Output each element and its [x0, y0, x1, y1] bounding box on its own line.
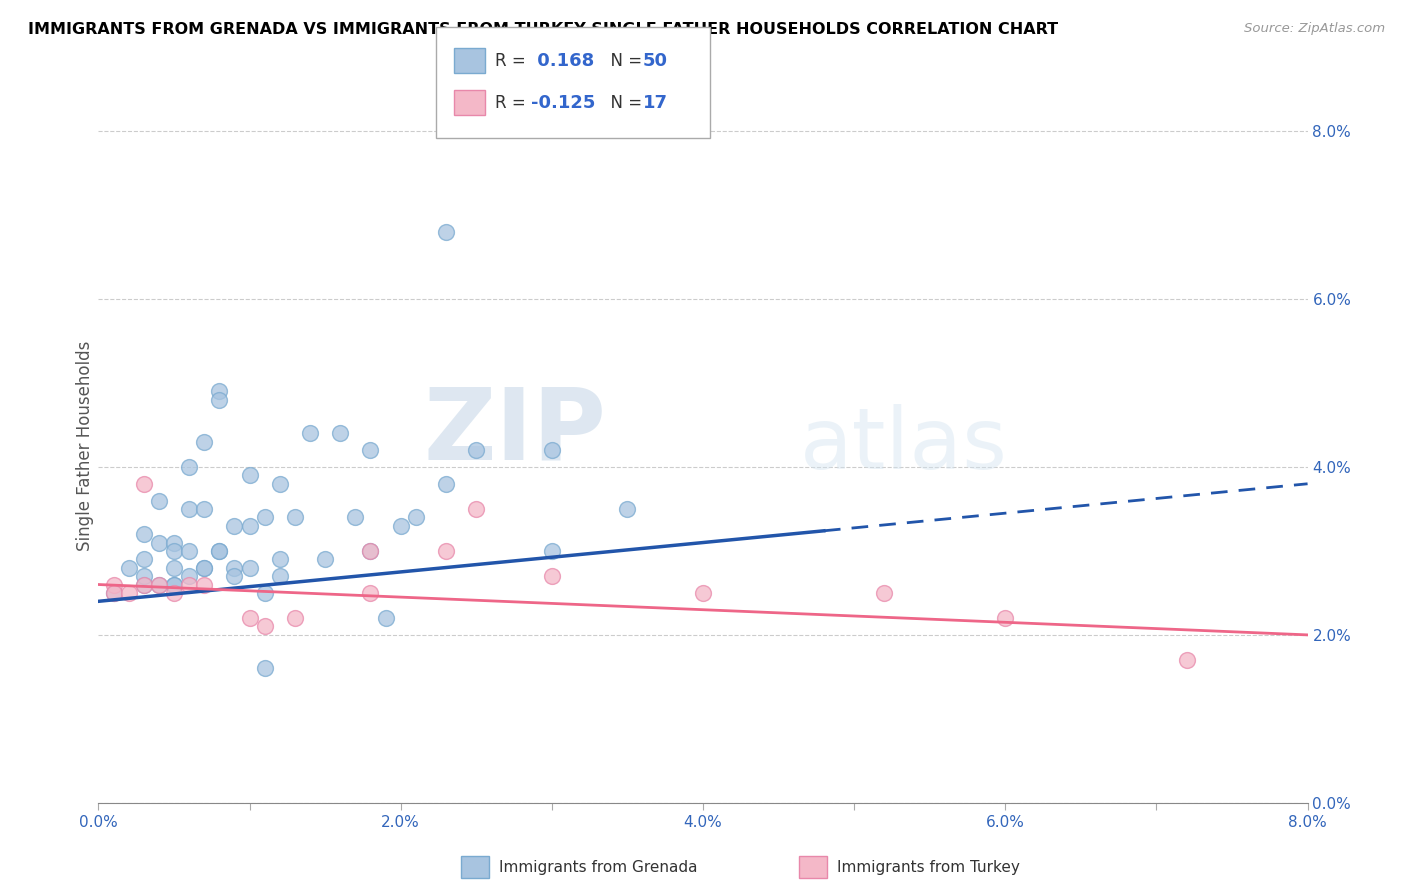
- Point: [239, 468, 262, 483]
- Point: [163, 535, 186, 549]
- Point: [314, 552, 336, 566]
- Point: [193, 560, 215, 574]
- Point: [148, 577, 170, 591]
- Point: [434, 544, 457, 558]
- Point: [465, 502, 488, 516]
- Point: [193, 577, 215, 591]
- Point: [269, 552, 291, 566]
- Point: [132, 577, 155, 591]
- Text: Source: ZipAtlas.com: Source: ZipAtlas.com: [1244, 22, 1385, 36]
- Point: [118, 586, 141, 600]
- Point: [193, 434, 215, 449]
- Text: -0.125: -0.125: [531, 94, 596, 112]
- Point: [994, 611, 1017, 625]
- Text: IMMIGRANTS FROM GRENADA VS IMMIGRANTS FROM TURKEY SINGLE FATHER HOUSEHOLDS CORRE: IMMIGRANTS FROM GRENADA VS IMMIGRANTS FR…: [28, 22, 1059, 37]
- Point: [148, 577, 170, 591]
- Point: [163, 577, 186, 591]
- Y-axis label: Single Father Households: Single Father Households: [76, 341, 94, 551]
- Text: 17: 17: [643, 94, 668, 112]
- Point: [163, 544, 186, 558]
- Text: Immigrants from Grenada: Immigrants from Grenada: [499, 860, 697, 874]
- Point: [132, 569, 155, 583]
- Point: [540, 569, 562, 583]
- Point: [253, 586, 276, 600]
- Point: [132, 552, 155, 566]
- Point: [132, 577, 155, 591]
- Point: [208, 544, 231, 558]
- Point: [465, 443, 488, 458]
- Point: [118, 560, 141, 574]
- Point: [284, 611, 307, 625]
- Point: [148, 535, 170, 549]
- Point: [616, 502, 638, 516]
- Point: [208, 384, 231, 399]
- Point: [163, 560, 186, 574]
- Point: [269, 569, 291, 583]
- Point: [540, 443, 562, 458]
- Point: [148, 493, 170, 508]
- Point: [208, 544, 231, 558]
- Point: [284, 510, 307, 524]
- Point: [374, 611, 396, 625]
- Point: [405, 510, 427, 524]
- Point: [360, 544, 382, 558]
- Point: [239, 518, 262, 533]
- Point: [239, 560, 262, 574]
- Text: 50: 50: [643, 52, 668, 70]
- Point: [692, 586, 714, 600]
- Point: [132, 476, 155, 491]
- Point: [179, 502, 201, 516]
- Point: [253, 510, 276, 524]
- Point: [193, 502, 215, 516]
- Point: [873, 586, 896, 600]
- Point: [253, 619, 276, 633]
- Text: R =: R =: [495, 94, 531, 112]
- Point: [239, 611, 262, 625]
- Text: ZIP: ZIP: [423, 384, 606, 480]
- Text: N =: N =: [600, 52, 648, 70]
- Point: [344, 510, 367, 524]
- Point: [103, 577, 125, 591]
- Point: [434, 476, 457, 491]
- Text: R =: R =: [495, 52, 531, 70]
- Point: [224, 569, 246, 583]
- Point: [163, 586, 186, 600]
- Point: [269, 476, 291, 491]
- Point: [132, 527, 155, 541]
- Text: atlas: atlas: [800, 404, 1008, 488]
- Text: N =: N =: [600, 94, 648, 112]
- Point: [389, 518, 412, 533]
- Point: [434, 225, 457, 239]
- Text: Immigrants from Turkey: Immigrants from Turkey: [837, 860, 1019, 874]
- Point: [179, 544, 201, 558]
- Point: [224, 560, 246, 574]
- Point: [193, 560, 215, 574]
- Point: [179, 460, 201, 475]
- Point: [360, 443, 382, 458]
- Text: 0.168: 0.168: [531, 52, 595, 70]
- Point: [299, 426, 322, 441]
- Point: [103, 586, 125, 600]
- Point: [329, 426, 352, 441]
- Point: [1175, 653, 1198, 667]
- Point: [224, 518, 246, 533]
- Point: [360, 586, 382, 600]
- Point: [179, 577, 201, 591]
- Point: [253, 661, 276, 675]
- Point: [540, 544, 562, 558]
- Point: [179, 569, 201, 583]
- Point: [163, 577, 186, 591]
- Point: [103, 586, 125, 600]
- Point: [208, 392, 231, 407]
- Point: [360, 544, 382, 558]
